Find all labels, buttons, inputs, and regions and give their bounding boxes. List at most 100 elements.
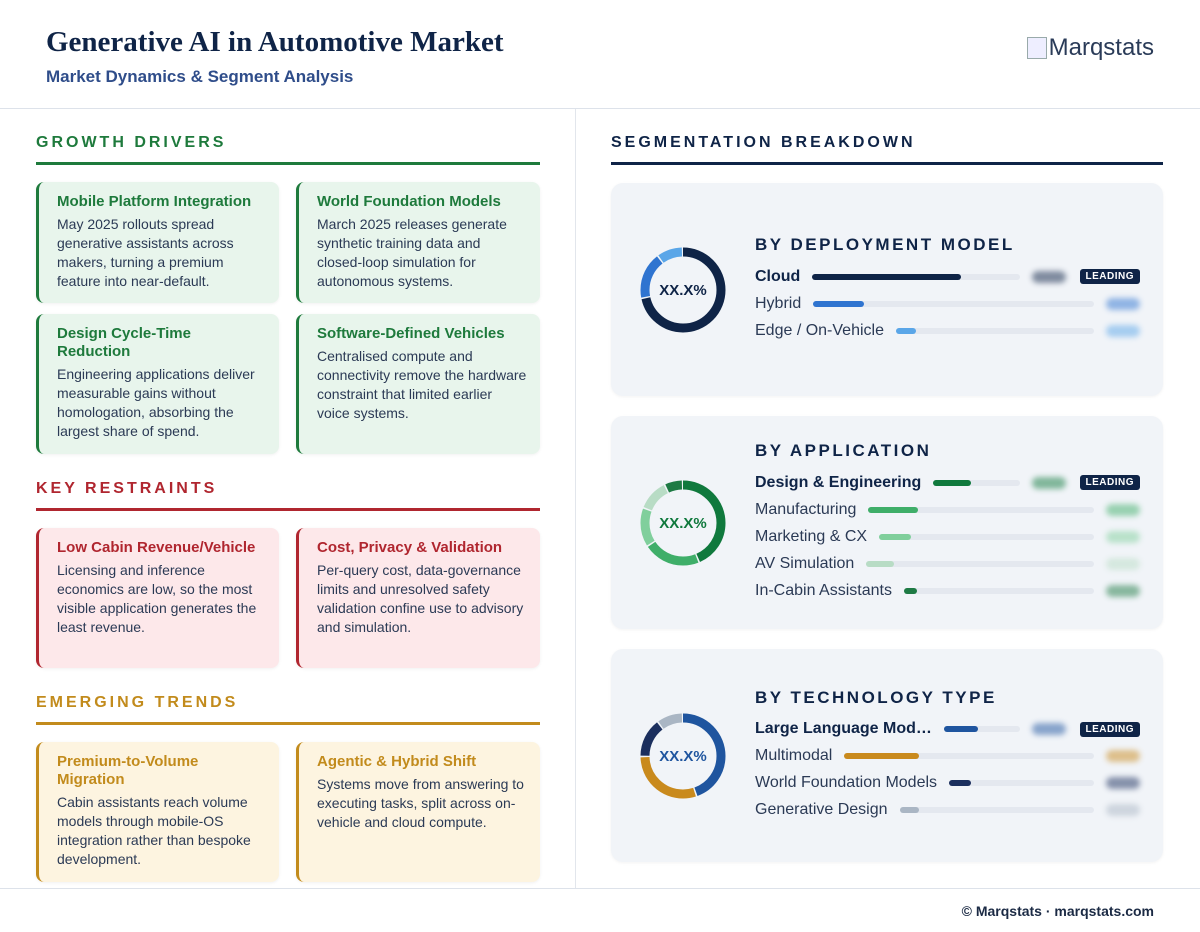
card-title: World Foundation Models bbox=[317, 193, 501, 210]
segment-panel: XX.X% BY APPLICATION Design & Engineering L… bbox=[611, 416, 1163, 629]
card-title: Agentic & Hybrid Shift bbox=[317, 753, 477, 770]
card: Design Cycle-Time Reduction Engineering a… bbox=[36, 314, 279, 454]
card-title: Mobile Platform Integration bbox=[57, 193, 252, 210]
card-text: March 2025 releases generate synthetic t… bbox=[317, 216, 507, 289]
blurred-value bbox=[1106, 804, 1140, 816]
donut-segment bbox=[640, 713, 726, 798]
bar bbox=[949, 780, 971, 786]
card: Mobile Platform Integration May 2025 roll… bbox=[36, 182, 279, 303]
card: Software-Defined Vehicles Centralised com… bbox=[296, 314, 540, 454]
segment-row: Marketing & CX bbox=[755, 523, 1140, 550]
segment-name: Design & Engineering bbox=[755, 473, 922, 491]
segment-name: Large Language Mod… bbox=[755, 720, 932, 737]
donut-segment bbox=[640, 480, 726, 565]
section-heading: GROWTH DRIVERS bbox=[36, 134, 540, 165]
panel-title: BY TECHNOLOGY TYPE bbox=[755, 687, 997, 707]
blurred-value bbox=[1031, 723, 1066, 735]
bar bbox=[879, 533, 912, 540]
divider bbox=[575, 109, 576, 888]
segment-row: Multimodal bbox=[755, 743, 1140, 770]
donut: XX.X% bbox=[640, 247, 726, 332]
panel-content: BY APPLICATION Design & Engineering LEADIN… bbox=[755, 441, 1163, 604]
donut: XX.X% bbox=[640, 713, 726, 798]
bar-track bbox=[866, 560, 1094, 567]
bar bbox=[868, 506, 919, 513]
card-text: May 2025 rollouts spread generative assi… bbox=[57, 216, 234, 289]
section-heading: KEY RESTRAINTS bbox=[36, 480, 540, 511]
panel-content: BY TECHNOLOGY TYPE Large Language Mod… LEA… bbox=[755, 688, 1163, 824]
blurred-value bbox=[1106, 530, 1140, 543]
bar-track bbox=[933, 479, 1020, 486]
card-text: Engineering applications deliver measura… bbox=[57, 366, 255, 439]
card-text: Cabin assistants reach volume models thr… bbox=[57, 794, 251, 867]
panel-title: BY APPLICATION bbox=[755, 441, 932, 460]
segment-row: Cloud LEADING bbox=[755, 263, 1140, 290]
card-title: Software-Defined Vehicles bbox=[317, 325, 505, 342]
segment-name: Hybrid bbox=[755, 294, 802, 312]
donut: XX.X% bbox=[640, 480, 726, 565]
bar bbox=[866, 560, 894, 567]
header: Generative AI in Automotive Market Marke… bbox=[0, 0, 1200, 109]
blurred-value bbox=[1106, 777, 1140, 789]
card-text: Centralised compute and connectivity rem… bbox=[317, 348, 527, 421]
donut-label: XX.X% bbox=[659, 748, 707, 765]
leading-badge: LEADING bbox=[1079, 721, 1140, 737]
segment-name: In-Cabin Assistants bbox=[755, 581, 892, 599]
card-text: Systems move from answering to executing… bbox=[317, 776, 524, 830]
segment-row: AV Simulation bbox=[755, 550, 1140, 577]
segment-row: Generative Design bbox=[755, 797, 1140, 824]
card-title: Premium-to-Volume Migration bbox=[57, 753, 199, 788]
blurred-value bbox=[1106, 324, 1140, 337]
section-heading: EMERGING TRENDS bbox=[36, 694, 540, 725]
logo-text: Marqstats bbox=[1048, 34, 1154, 61]
donut-label: XX.X% bbox=[659, 515, 707, 532]
bar bbox=[899, 807, 919, 813]
blurred-value bbox=[1106, 503, 1140, 516]
segment-row: Design & Engineering LEADING bbox=[755, 469, 1140, 496]
panel-title: BY DEPLOYMENT MODEL bbox=[755, 235, 1015, 254]
bar-track bbox=[943, 726, 1020, 732]
segment-row: Large Language Mod… LEADING bbox=[755, 716, 1140, 743]
donut-segment bbox=[640, 713, 726, 798]
card: World Foundation Models March 2025 releas… bbox=[296, 182, 540, 303]
footer: © Marqstats · marqstats.com bbox=[0, 888, 1200, 932]
card: Cost, Privacy & Validation Per-query cost… bbox=[296, 528, 540, 668]
section-heading: SEGMENTATION BREAKDOWN bbox=[611, 134, 1163, 165]
segment-name: Marketing & CX bbox=[755, 527, 868, 545]
card: Agentic & Hybrid Shift Systems move from … bbox=[296, 742, 540, 882]
bar-track bbox=[844, 753, 1094, 759]
segment-name: Manufacturing bbox=[755, 500, 857, 518]
blurred-value bbox=[1106, 557, 1140, 570]
segment-name: Generative Design bbox=[755, 801, 888, 818]
card: Premium-to-Volume Migration Cabin assista… bbox=[36, 742, 279, 882]
bar bbox=[933, 479, 972, 486]
segment-name: AV Simulation bbox=[755, 554, 855, 572]
card-grid: Premium-to-Volume Migration Cabin assista… bbox=[36, 742, 540, 882]
segment-name: Edge / On-Vehicle bbox=[755, 321, 884, 339]
leading-badge: LEADING bbox=[1079, 269, 1140, 284]
bar bbox=[903, 587, 918, 594]
donut-segment bbox=[640, 480, 726, 565]
title: Generative AI in Automotive Market bbox=[46, 26, 504, 58]
bar bbox=[812, 273, 962, 280]
card-title: Design Cycle-Time Reduction bbox=[57, 325, 191, 360]
blurred-value bbox=[1031, 476, 1066, 489]
blurred-value bbox=[1106, 750, 1140, 762]
logo[interactable]: Marqstats bbox=[1026, 34, 1154, 62]
section: KEY RESTRAINTS Low Cabin Revenue/Vehicle L… bbox=[36, 480, 540, 668]
leading-badge: LEADING bbox=[1079, 475, 1140, 490]
bar-track bbox=[949, 780, 1094, 786]
donut-segment bbox=[640, 480, 726, 565]
segment-row: Hybrid bbox=[755, 290, 1140, 317]
card-text: Licensing and inference economics are lo… bbox=[57, 562, 257, 635]
right-column: SEGMENTATION BREAKDOWN XX.X% BY DEPLOYMENT… bbox=[611, 134, 1163, 882]
bar-track bbox=[903, 587, 1094, 594]
bar bbox=[895, 327, 916, 334]
panel-content: BY DEPLOYMENT MODEL Cloud LEADING Hybrid Edg… bbox=[755, 235, 1163, 344]
subtitle: Market Dynamics & Segment Analysis bbox=[46, 67, 354, 86]
card-grid: Low Cabin Revenue/Vehicle Licensing and i… bbox=[36, 528, 540, 668]
segment-row: Edge / On-Vehicle bbox=[755, 317, 1140, 344]
bar-track bbox=[879, 533, 1094, 540]
segment-name: Multimodal bbox=[755, 747, 833, 764]
